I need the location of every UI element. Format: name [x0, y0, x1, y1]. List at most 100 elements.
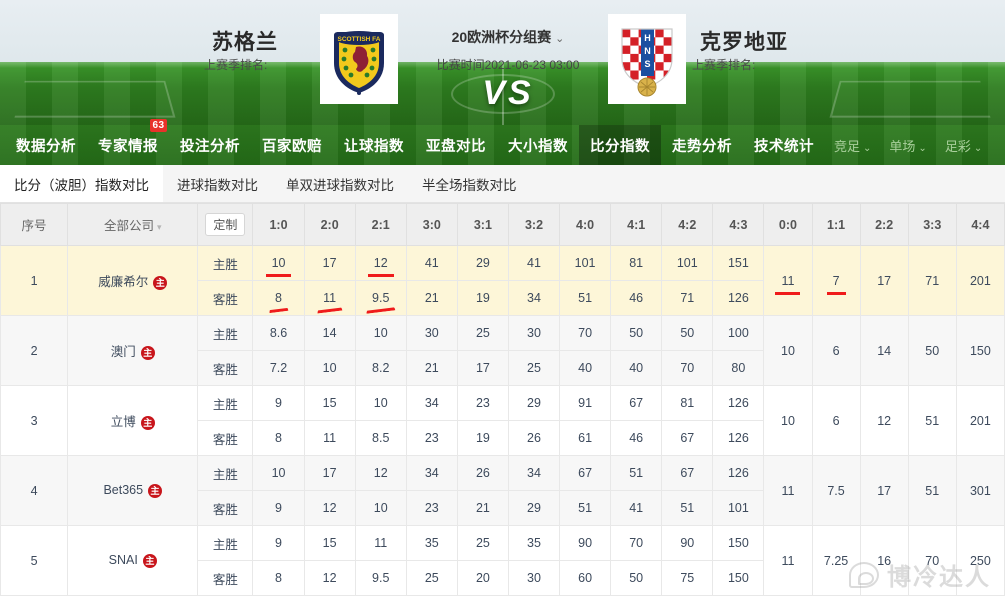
company-filter-label: 全部公司	[103, 219, 154, 233]
col-header-score-4-2: 4:2	[661, 203, 714, 246]
odds-value: 11	[323, 291, 337, 305]
table-row-group: 1 威廉希尔主主胜 10 17 12 41 29 41 101 81 101 151 11 7 17 71 20…	[0, 245, 1005, 316]
cell-away-4-0: 60	[559, 560, 612, 596]
pitch-graphic	[0, 62, 1005, 125]
cell-home-4-3: 100	[712, 315, 765, 351]
chevron-down-icon: ⌄	[918, 142, 927, 154]
table-row: 客胜 9 12 10 23 21 29 51 41 51 101	[1, 490, 1005, 526]
league-selector[interactable]: 20欧洲杯分组赛 ⌄	[418, 27, 598, 47]
nav-dropdown-1[interactable]: 竞足 ⌄	[825, 136, 880, 155]
cell-home-4-2: 101	[661, 245, 714, 281]
cell-away-2-1: 9.5	[354, 280, 407, 316]
nav-item-label: 大小指数	[508, 138, 568, 155]
cell-seq: 3	[0, 385, 69, 456]
nav-item-4[interactable]: 百家欧赔	[251, 125, 333, 165]
cell-away-4-3: 126	[712, 280, 765, 316]
nav-dropdown-label: 竞足	[834, 138, 861, 154]
nav-item-1[interactable]: 数据分析	[0, 125, 87, 165]
cell-draw-2-2: 17	[859, 455, 909, 526]
nav-dropdown-3[interactable]: 足彩 ⌄	[936, 136, 991, 155]
cell-away-3-0: 23	[405, 420, 458, 456]
nav-item-10[interactable]: 技术统计	[743, 125, 825, 165]
row-label-home-win: 主胜	[197, 455, 254, 491]
nav-item-2[interactable]: 专家情报 63	[87, 119, 169, 165]
cell-away-3-0: 23	[405, 490, 458, 526]
cell-home-1-0: 8.6	[252, 315, 305, 351]
host-badge-icon: 主	[148, 483, 163, 498]
match-time: 比赛时间2021-06-23 03:00	[436, 58, 580, 72]
main-nav: 数据分析 专家情报 63 投注分析 百家欧赔 让球指数 亚盘对比 大小指数 比分指数 走势分析 技术…	[0, 119, 1005, 165]
cell-home-3-0: 35	[405, 525, 458, 561]
table-row: 客胜 8 11 8.5 23 19 26 61 46 67 126	[1, 420, 1005, 456]
cell-draw-1-1: 7.5	[811, 455, 861, 526]
table-row: 2 澳门主主胜 8.6 14 10 30 25 30 70 50 50 100 10 6 14 50 150	[0, 315, 1005, 386]
cell-home-3-0: 41	[405, 245, 458, 281]
cell-home-4-1: 70	[610, 525, 663, 561]
nav-item-label: 走势分析	[672, 138, 732, 155]
nav-item-9[interactable]: 走势分析	[661, 125, 743, 165]
cell-away-4-1: 41	[610, 490, 663, 526]
svg-text:N: N	[644, 46, 651, 56]
col-header-score-2-0: 2:0	[303, 203, 356, 246]
nav-dropdown-2[interactable]: 单场 ⌄	[880, 136, 935, 155]
subtab-4[interactable]: 半全场指数对比	[408, 165, 531, 202]
subtab-3[interactable]: 单双进球指数对比	[272, 165, 408, 202]
subtab-2[interactable]: 进球指数对比	[163, 165, 272, 202]
cell-home-2-1: 11	[354, 525, 407, 561]
col-header-score-2-1: 2:1	[354, 203, 407, 246]
cell-home-2-1: 12	[354, 455, 407, 491]
cell-home-3-0: 34	[405, 455, 458, 491]
vs-label: VS	[482, 74, 534, 112]
cell-company[interactable]: SNAI 主	[67, 525, 199, 596]
nav-dropdown-label: 单场	[889, 138, 916, 154]
cell-company[interactable]: 立博主	[67, 385, 199, 456]
cell-home-3-2: 35	[507, 525, 561, 561]
cell-home-1-0: 9	[252, 525, 305, 561]
cell-away-4-2: 67	[661, 420, 714, 456]
custom-button[interactable]: 定制	[205, 213, 246, 236]
cell-company[interactable]: Bet365 主	[67, 455, 199, 526]
nav-item-label: 专家情报	[98, 138, 158, 155]
cell-draw-0-0: 11	[763, 525, 813, 596]
cell-home-3-2: 30	[507, 315, 561, 351]
host-badge-icon: 主	[142, 553, 157, 568]
cell-draw-2-2: 12	[859, 385, 909, 456]
cell-draw-4-4: 301	[955, 455, 1005, 526]
cell-away-2-1: 10	[354, 490, 407, 526]
table-row: 5 SNAI 主主胜 9 15 11 35 25 35 90 70 90 150 11 7.25 16 70 25…	[0, 525, 1005, 596]
nav-item-6[interactable]: 亚盘对比	[415, 125, 497, 165]
subtab-label: 半全场指数对比	[422, 177, 517, 193]
cell-away-4-2: 70	[661, 350, 714, 386]
cell-home-4-0: 70	[559, 315, 612, 351]
cell-home-3-0: 30	[405, 315, 458, 351]
cell-away-4-0: 40	[559, 350, 612, 386]
subtab-1[interactable]: 比分（波胆）指数对比	[0, 165, 163, 202]
pitch-box-left	[14, 80, 176, 118]
cell-draw-3-3: 50	[907, 315, 957, 386]
cell-company[interactable]: 澳门主	[67, 315, 199, 386]
cell-home-2-0: 17	[303, 245, 356, 281]
nav-item-8[interactable]: 比分指数	[579, 125, 661, 165]
col-header-score-3-1: 3:1	[456, 203, 509, 246]
nav-item-7[interactable]: 大小指数	[497, 125, 579, 165]
odds-value: 9.5	[372, 291, 390, 305]
cell-away-1-0: 8	[252, 280, 305, 316]
nav-item-label: 比分指数	[590, 138, 650, 155]
table-row-group: 2 澳门主主胜 8.6 14 10 30 25 30 70 50 50 100 10 6 14 50 150 客胜…	[0, 315, 1005, 386]
nav-item-3[interactable]: 投注分析	[169, 125, 251, 165]
cell-away-3-2: 29	[507, 490, 561, 526]
cell-company[interactable]: 威廉希尔主	[67, 245, 199, 316]
cell-away-4-0: 61	[559, 420, 612, 456]
cell-home-4-1: 51	[610, 455, 663, 491]
home-team-crest-icon: SCOTTISH FA	[320, 14, 398, 104]
subtab-label: 比分（波胆）指数对比	[14, 177, 149, 193]
host-badge-icon: 主	[140, 415, 155, 430]
col-header-company-filter[interactable]: 全部公司 ▾	[67, 203, 199, 246]
col-header-custom[interactable]: 定制	[197, 203, 254, 246]
subtab-label: 单双进球指数对比	[286, 177, 394, 193]
nav-item-5[interactable]: 让球指数	[333, 125, 415, 165]
cell-home-3-2: 41	[507, 245, 561, 281]
cell-away-2-0: 10	[303, 350, 356, 386]
company-name: Bet365	[103, 483, 144, 498]
